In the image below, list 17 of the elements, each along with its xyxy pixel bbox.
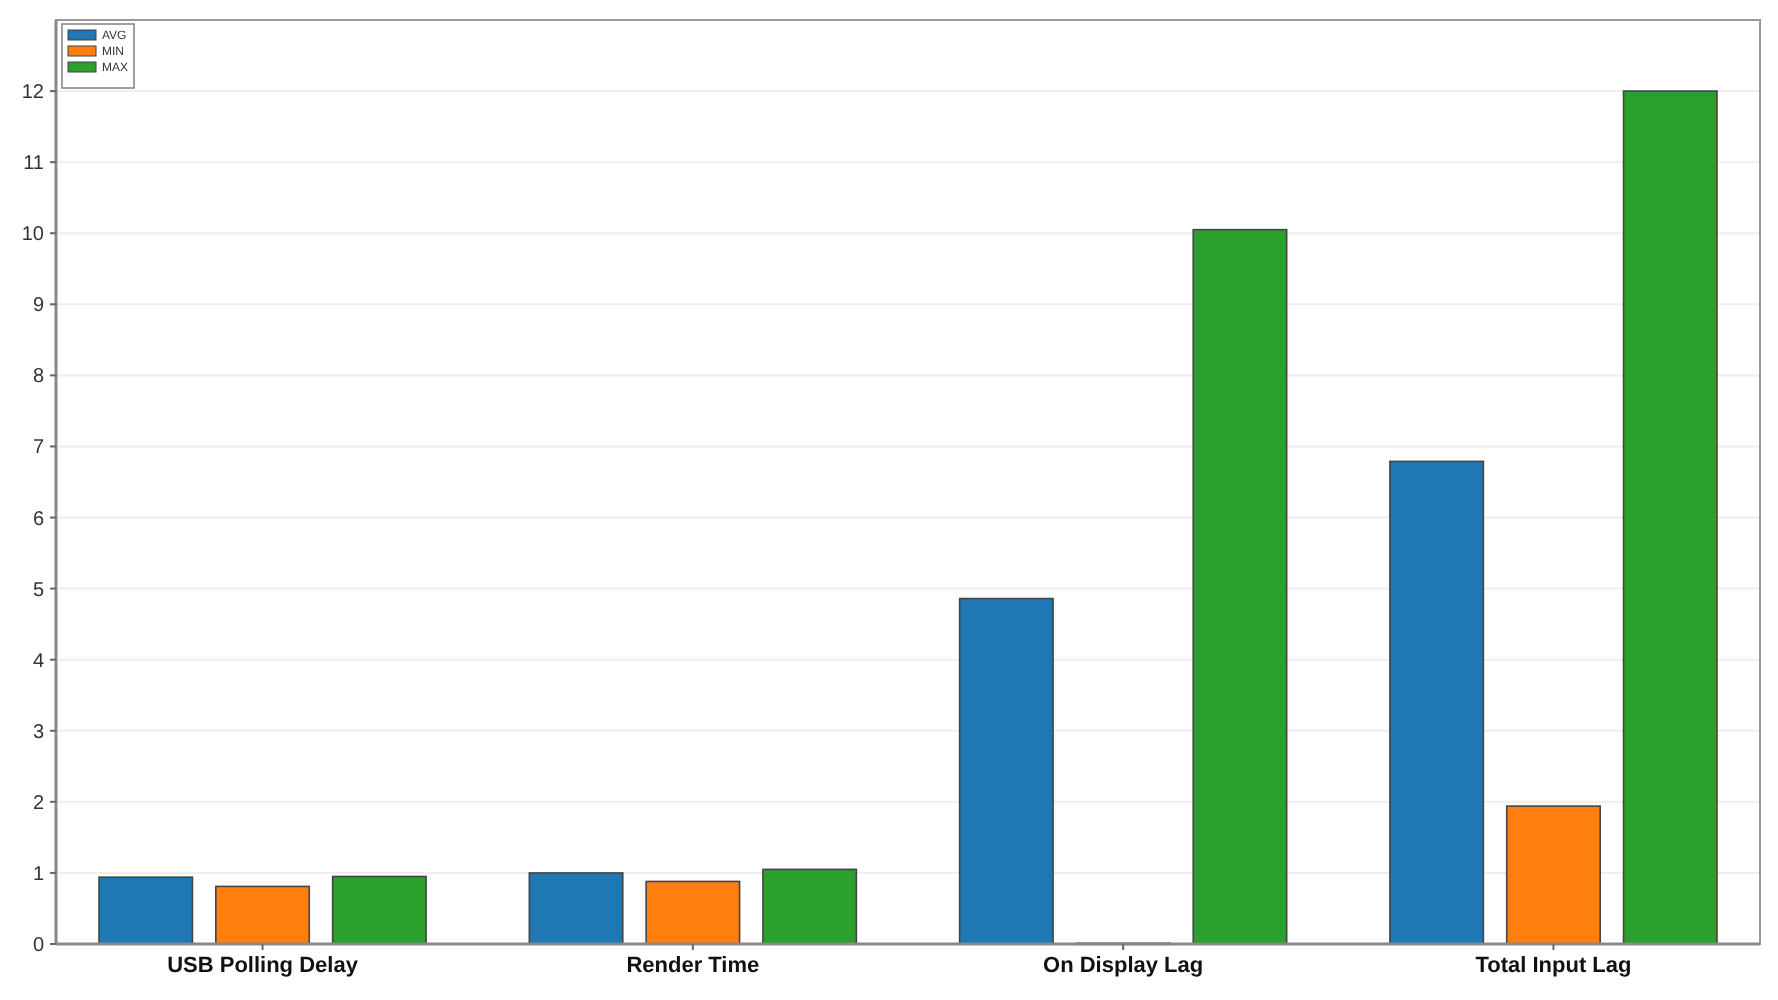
y-tick-label: 1 bbox=[32, 863, 45, 886]
y-tick-label: 3 bbox=[32, 721, 45, 744]
y-tick-label: 12 bbox=[21, 82, 45, 105]
y-tick-label: 9 bbox=[32, 295, 45, 318]
x-tick-label: Total Input Lag bbox=[1475, 954, 1632, 978]
y-tick-label: 6 bbox=[32, 508, 45, 531]
x-tick-label: Render Time bbox=[626, 954, 760, 978]
x-tick-label: USB Polling Delay bbox=[167, 954, 360, 978]
y-tick-label: 0 bbox=[32, 935, 45, 957]
y-tick-label: 5 bbox=[32, 579, 45, 602]
y-tick-label: 10 bbox=[21, 224, 45, 247]
y-tick-label: 8 bbox=[32, 366, 45, 389]
y-tick-label: 2 bbox=[32, 792, 45, 815]
y-tick-label: 11 bbox=[23, 153, 45, 176]
y-tick-label: 7 bbox=[32, 437, 45, 460]
x-tick-label: On Display Lag bbox=[1043, 954, 1204, 978]
y-tick-label: 4 bbox=[32, 650, 45, 673]
